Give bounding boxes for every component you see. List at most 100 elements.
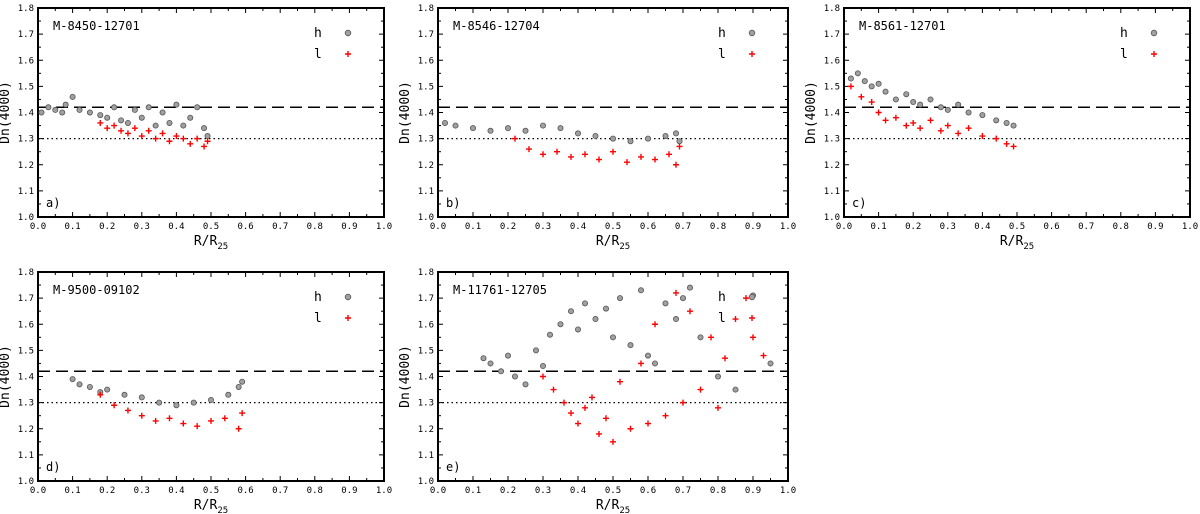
data-point-h xyxy=(104,386,111,393)
y-tick-label: 1.5 xyxy=(18,82,34,92)
data-point-l xyxy=(1003,140,1010,147)
data-point-h xyxy=(138,114,145,121)
data-point-h xyxy=(673,130,680,137)
data-point-l xyxy=(610,148,616,155)
x-tick-label: 0.0 xyxy=(430,486,446,496)
data-point-h xyxy=(111,104,118,111)
data-point-h xyxy=(124,119,131,126)
y-tick-label: 1.4 xyxy=(18,109,34,119)
y-axis-label: Dn(4000) xyxy=(398,81,413,144)
legend-marker-l xyxy=(749,315,755,321)
data-point-l xyxy=(697,386,704,393)
data-point-l xyxy=(180,420,187,427)
data-point-l xyxy=(847,83,854,90)
data-point-l xyxy=(603,415,609,422)
data-point-h xyxy=(676,138,683,145)
legend-label-l: l xyxy=(314,311,322,326)
x-tick-label: 1.0 xyxy=(376,222,392,232)
data-point-l xyxy=(568,410,574,417)
x-tick-label: 1.0 xyxy=(376,486,392,496)
x-axis-label-sub: 25 xyxy=(1023,242,1034,252)
legend-label-l: l xyxy=(314,47,322,62)
data-point-h xyxy=(903,91,910,98)
data-point-l xyxy=(882,117,889,124)
y-tick-label: 1.8 xyxy=(418,268,434,278)
data-point-l xyxy=(944,122,951,129)
x-axis-label: R/R25 xyxy=(194,234,228,252)
data-point-h xyxy=(194,104,201,111)
data-point-h xyxy=(767,360,774,367)
data-point-h xyxy=(955,101,962,108)
data-point-l xyxy=(97,119,104,126)
x-tick-label: 1.0 xyxy=(780,486,796,496)
data-point-h xyxy=(522,381,529,388)
data-point-l xyxy=(180,135,187,142)
data-point-h xyxy=(131,106,138,113)
data-point-l xyxy=(111,402,118,409)
data-point-h xyxy=(592,316,599,323)
y-tick-label: 1.0 xyxy=(824,213,840,223)
data-point-h xyxy=(533,347,540,354)
x-tick-label: 1.0 xyxy=(1182,222,1198,232)
panel-title: M-8546-12704 xyxy=(453,19,540,33)
data-point-h xyxy=(504,352,511,359)
data-point-l xyxy=(624,159,630,166)
data-point-h xyxy=(627,138,634,145)
data-point-l xyxy=(1010,143,1017,150)
data-point-h xyxy=(680,295,687,302)
data-point-l xyxy=(540,151,546,158)
y-tick-label: 1.8 xyxy=(418,4,434,14)
y-tick-label: 1.7 xyxy=(18,30,34,40)
y-tick-label: 1.4 xyxy=(418,373,434,383)
data-point-h xyxy=(617,295,624,302)
x-tick-label: 0.9 xyxy=(341,486,357,496)
x-tick-label: 0.0 xyxy=(430,222,446,232)
data-point-l xyxy=(903,122,910,129)
data-point-l xyxy=(955,130,962,137)
data-point-h xyxy=(875,80,882,87)
data-point-h xyxy=(937,104,944,111)
x-tick-label: 0.6 xyxy=(640,486,656,496)
data-point-l xyxy=(582,404,588,411)
x-tick-label: 0.0 xyxy=(836,222,852,232)
plot-frame xyxy=(37,271,385,482)
data-point-l xyxy=(666,151,672,158)
data-point-l xyxy=(610,438,616,445)
x-tick-label: 0.3 xyxy=(134,222,150,232)
y-axis-label: Dn(4000) xyxy=(398,345,413,408)
data-point-h xyxy=(180,122,187,129)
x-tick-label: 0.5 xyxy=(1009,222,1025,232)
legend-label-h: h xyxy=(314,26,322,41)
x-tick-label: 0.4 xyxy=(974,222,990,232)
data-point-h xyxy=(610,135,617,142)
data-point-h xyxy=(557,321,564,328)
x-tick-label: 0.3 xyxy=(134,486,150,496)
data-point-l xyxy=(235,425,242,432)
data-point-h xyxy=(138,394,145,401)
data-point-l xyxy=(937,127,944,134)
data-point-h xyxy=(627,342,634,349)
legend-marker-l xyxy=(1151,51,1157,57)
data-point-h xyxy=(166,119,173,126)
x-tick-label: 0.7 xyxy=(272,222,288,232)
y-tick-label: 1.6 xyxy=(18,56,34,66)
y-tick-label: 1.0 xyxy=(18,213,34,223)
data-point-l xyxy=(208,417,214,424)
data-point-h xyxy=(497,368,504,375)
data-point-h xyxy=(156,399,163,406)
x-tick-label: 0.9 xyxy=(341,222,357,232)
data-point-h xyxy=(662,300,669,307)
data-point-l xyxy=(868,99,875,106)
x-tick-label: 0.2 xyxy=(99,486,115,496)
data-point-h xyxy=(104,114,111,121)
data-point-l xyxy=(892,114,899,121)
data-point-l xyxy=(152,417,159,424)
y-tick-label: 1.6 xyxy=(824,56,840,66)
data-point-l xyxy=(596,430,602,437)
data-point-l xyxy=(512,135,518,142)
plot-frame xyxy=(437,7,789,218)
data-point-h xyxy=(944,106,951,113)
data-point-h xyxy=(575,130,582,137)
y-tick-label: 1.0 xyxy=(18,477,34,487)
legend-marker-h xyxy=(748,293,756,301)
